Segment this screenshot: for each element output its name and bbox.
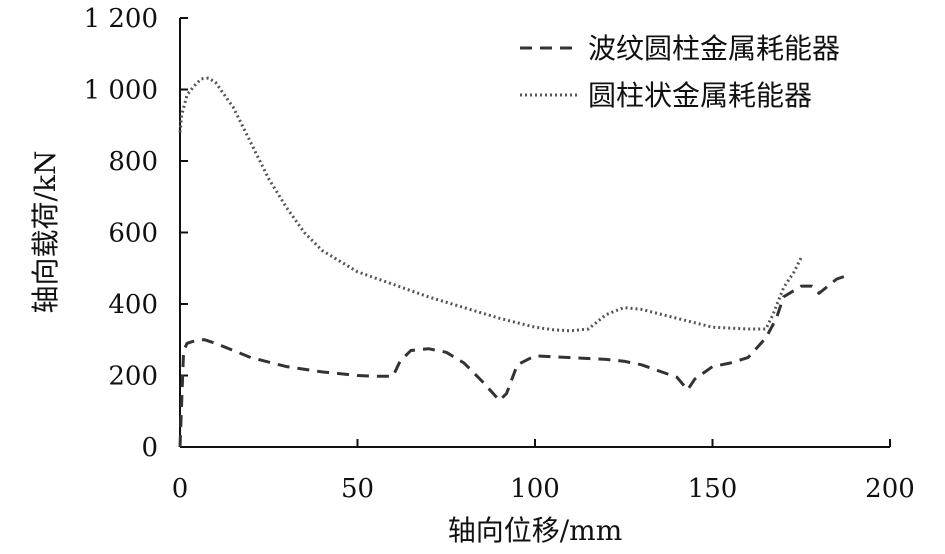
y-tick-label: 0 — [141, 433, 158, 463]
y-tick-label: 600 — [108, 219, 158, 249]
x-tick-label: 100 — [510, 474, 560, 504]
y-tick-label: 800 — [108, 147, 158, 177]
y-tick-label: 400 — [108, 290, 158, 320]
legend-entry-dashed: 波纹圆柱金属耗能器 — [520, 32, 840, 65]
x-tick-label: 50 — [341, 474, 374, 504]
x-tick-label: 200 — [865, 474, 915, 504]
x-tick-label: 150 — [688, 474, 738, 504]
y-tick-label: 1 200 — [84, 4, 158, 34]
legend-label-dotted: 圆柱状金属耗能器 — [588, 79, 812, 112]
x-ticks: 0 50 100 150 200 — [172, 439, 915, 504]
series-layer — [178, 76, 848, 448]
legend: 波纹圆柱金属耗能器 圆柱状金属耗能器 — [520, 32, 840, 112]
series-line-dashed — [178, 273, 848, 448]
y-tick-label: 1 000 — [84, 76, 158, 106]
legend-label-dashed: 波纹圆柱金属耗能器 — [588, 32, 840, 65]
y-ticks: 0 200 400 600 800 1 000 1 200 — [84, 4, 188, 463]
legend-entry-dotted: 圆柱状金属耗能器 — [520, 79, 812, 112]
y-tick-label: 200 — [108, 362, 158, 392]
x-axis-label: 轴向位移/mm — [448, 514, 623, 547]
series-line-dotted — [178, 76, 803, 333]
y-axis-label: 轴向载荷/kN — [29, 151, 62, 314]
x-tick-label: 0 — [172, 474, 189, 504]
